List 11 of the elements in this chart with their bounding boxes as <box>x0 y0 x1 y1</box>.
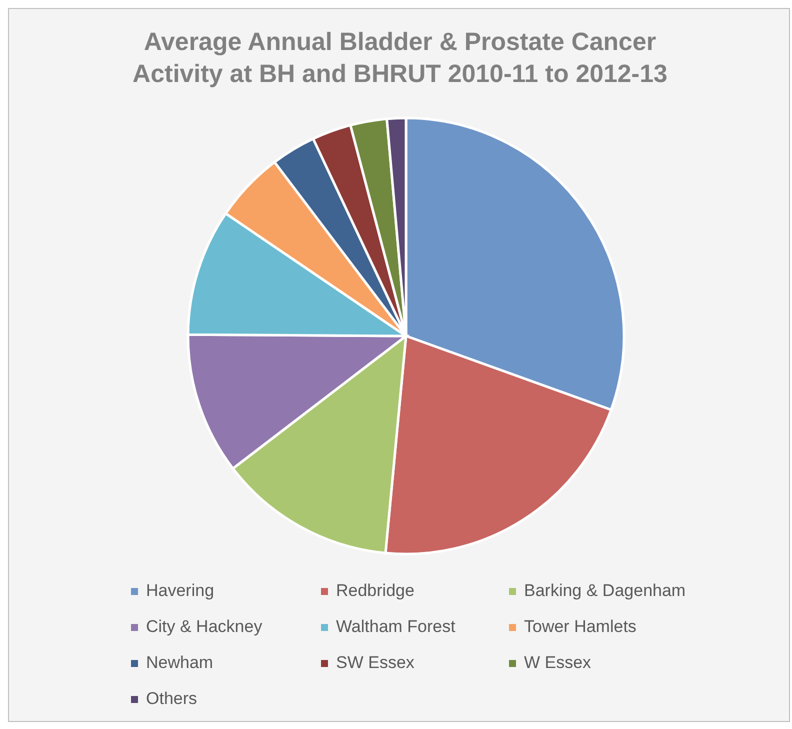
legend-label: Barking & Dagenham <box>524 581 686 601</box>
legend-label: Tower Hamlets <box>524 617 636 637</box>
legend-label: W Essex <box>524 653 592 673</box>
legend-label: Redbridge <box>336 581 414 601</box>
legend-label: SW Essex <box>336 653 414 673</box>
chart-title: Average Annual Bladder & Prostate Cancer Activity at BH and BHRUT 2010-11 to 2012-13 <box>132 27 668 90</box>
legend-label: Havering <box>146 581 214 601</box>
legend-label: Others <box>146 689 198 709</box>
legend-label: Newham <box>146 653 214 673</box>
legend-label: Waltham Forest <box>336 617 456 637</box>
legend-label: City & Hackney <box>146 617 262 637</box>
